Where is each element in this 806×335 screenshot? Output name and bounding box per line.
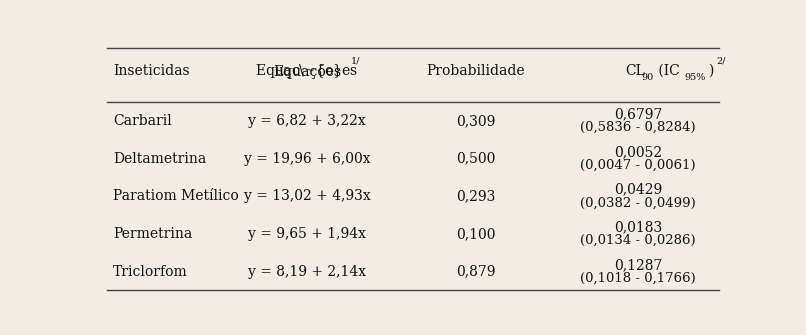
- Text: ): ): [708, 64, 714, 78]
- Text: 0,293: 0,293: [456, 189, 495, 203]
- Text: Probabilidade: Probabilidade: [426, 64, 525, 78]
- Text: 0,0052: 0,0052: [614, 145, 662, 159]
- Text: 0,309: 0,309: [456, 114, 495, 128]
- Text: Permetrina: Permetrina: [113, 227, 193, 241]
- Text: y = 8,19 + 2,14x: y = 8,19 + 2,14x: [247, 265, 366, 279]
- Text: 0,0183: 0,0183: [614, 220, 662, 234]
- Text: (0,0047 - 0,0061): (0,0047 - 0,0061): [580, 159, 696, 172]
- Text: Deltametrina: Deltametrina: [113, 152, 206, 165]
- Text: 95%: 95%: [685, 73, 706, 82]
- Text: (0,0382 - 0,0499): (0,0382 - 0,0499): [580, 197, 696, 209]
- Text: Inseticidas: Inseticidas: [113, 64, 190, 78]
- Text: 1/: 1/: [351, 56, 360, 65]
- Text: Carbaril: Carbaril: [113, 114, 172, 128]
- Text: 0,0429: 0,0429: [614, 183, 662, 197]
- Text: 90: 90: [641, 73, 654, 82]
- Text: 0,879: 0,879: [455, 265, 496, 279]
- Text: (0,5836 - 0,8284): (0,5836 - 0,8284): [580, 121, 696, 134]
- Text: 0,6797: 0,6797: [613, 107, 663, 121]
- Text: 0,500: 0,500: [456, 152, 495, 165]
- Text: 0,100: 0,100: [455, 227, 496, 241]
- Text: 0,1287: 0,1287: [613, 258, 663, 272]
- Text: Equações: Equações: [272, 64, 341, 79]
- Text: y = 6,82 + 3,22x: y = 6,82 + 3,22x: [248, 114, 366, 128]
- Text: CL: CL: [625, 64, 646, 78]
- Text: (0,1018 - 0,1766): (0,1018 - 0,1766): [580, 272, 696, 285]
- Text: Triclorfom: Triclorfom: [113, 265, 188, 279]
- Text: y = 13,02 + 4,93x: y = 13,02 + 4,93x: [243, 189, 370, 203]
- Text: (0,0134 - 0,0286): (0,0134 - 0,0286): [580, 234, 696, 247]
- Text: (IC: (IC: [654, 64, 679, 78]
- Text: y = 9,65 + 1,94x: y = 9,65 + 1,94x: [248, 227, 366, 241]
- Text: y = 19,96 + 6,00x: y = 19,96 + 6,00x: [243, 152, 370, 165]
- Text: Paratiom Metílico: Paratiom Metílico: [113, 189, 239, 203]
- Text: Equa$\mathregular{\c{c}}$\~{o}es: Equa$\mathregular{\c{c}}$\~{o}es: [256, 62, 359, 80]
- Text: 2/: 2/: [716, 56, 725, 65]
